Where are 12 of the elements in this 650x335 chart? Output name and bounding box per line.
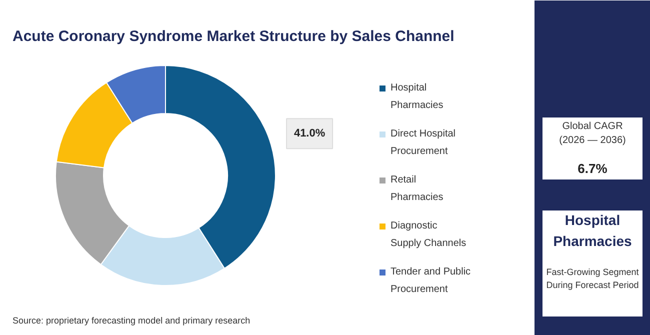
text: 6.7%: [578, 161, 608, 176]
legend-label: Diagnostic Supply Channels: [390, 220, 466, 250]
text: Global CAGR (2026 — 2036): [559, 120, 626, 146]
chart-title: Acute Coronary Syndrome Market Structure by Sales Channel: [12, 28, 454, 45]
data-label: 41.0%: [294, 128, 326, 140]
source-note: Source: proprietary forecasting model and primary research: [12, 316, 250, 326]
text: Fast-Growing Segment During Forecast Period: [546, 267, 640, 290]
text: Hospital Pharmacies: [553, 212, 632, 249]
legend-label: Hospital Pharmacies: [390, 82, 444, 112]
legend-label: Retail Pharmacies: [390, 174, 444, 204]
legend-label: Tender and Public Procurement: [390, 266, 471, 296]
legend-label: Direct Hospital Procurement: [390, 128, 456, 158]
